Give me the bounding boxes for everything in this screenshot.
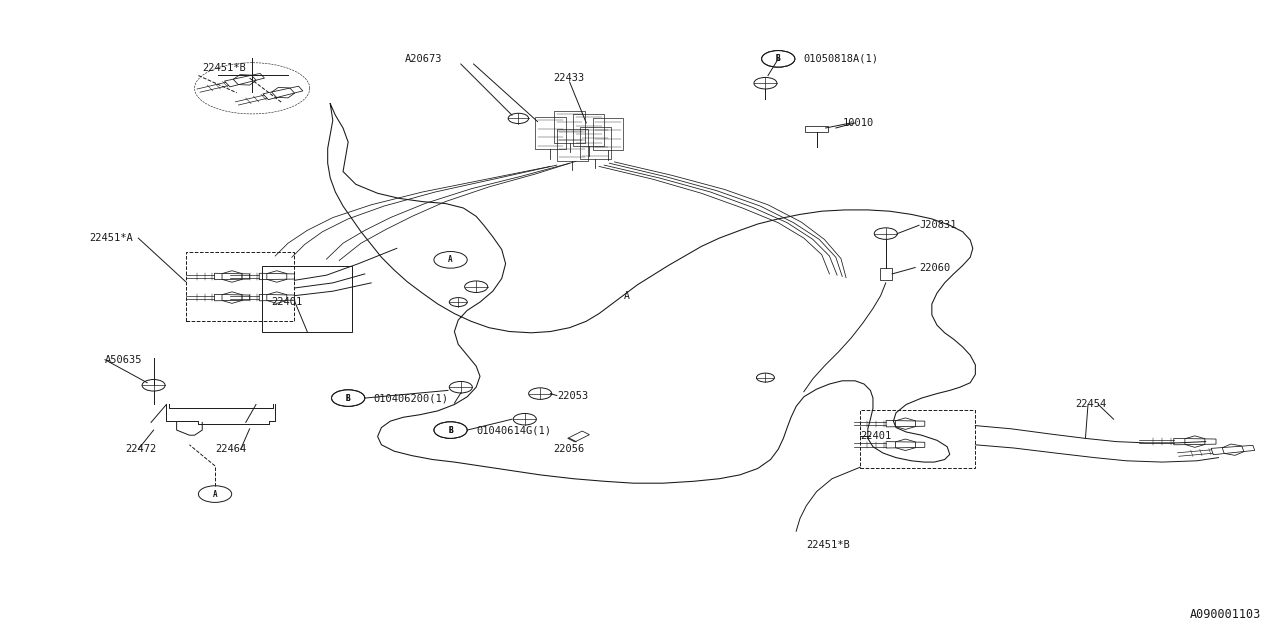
Text: 22053: 22053: [557, 390, 588, 401]
Text: A090001103: A090001103: [1189, 608, 1261, 621]
Text: B: B: [776, 54, 781, 63]
Text: 22451*A: 22451*A: [90, 233, 133, 243]
Text: A50635: A50635: [105, 355, 142, 365]
Text: 01040614G(1): 01040614G(1): [476, 425, 552, 435]
Text: 22472: 22472: [125, 444, 156, 454]
Text: 01050818A(1): 01050818A(1): [804, 54, 879, 64]
Text: 22433: 22433: [553, 73, 584, 83]
Text: 22454: 22454: [1075, 399, 1106, 410]
Text: B: B: [448, 426, 453, 435]
Text: B: B: [448, 426, 453, 435]
Text: A: A: [625, 291, 630, 301]
Text: A: A: [448, 255, 453, 264]
Bar: [860, 410, 975, 468]
Bar: [262, 266, 352, 332]
Text: 22060: 22060: [919, 262, 950, 273]
Text: A: A: [212, 490, 218, 499]
Text: 22451*B: 22451*B: [806, 540, 850, 550]
Text: B: B: [346, 394, 351, 403]
Text: 22401: 22401: [271, 297, 302, 307]
Bar: [186, 252, 294, 321]
Text: 22056: 22056: [553, 444, 584, 454]
Text: A20673: A20673: [404, 54, 442, 64]
Text: B: B: [776, 54, 781, 63]
Text: B: B: [346, 394, 351, 403]
Text: 10010: 10010: [842, 118, 873, 128]
Text: 22451*B: 22451*B: [202, 63, 246, 74]
Text: J20831: J20831: [919, 220, 956, 230]
Text: 22401: 22401: [860, 431, 891, 442]
Text: 22464: 22464: [215, 444, 246, 454]
Text: 010406200(1): 010406200(1): [374, 393, 449, 403]
